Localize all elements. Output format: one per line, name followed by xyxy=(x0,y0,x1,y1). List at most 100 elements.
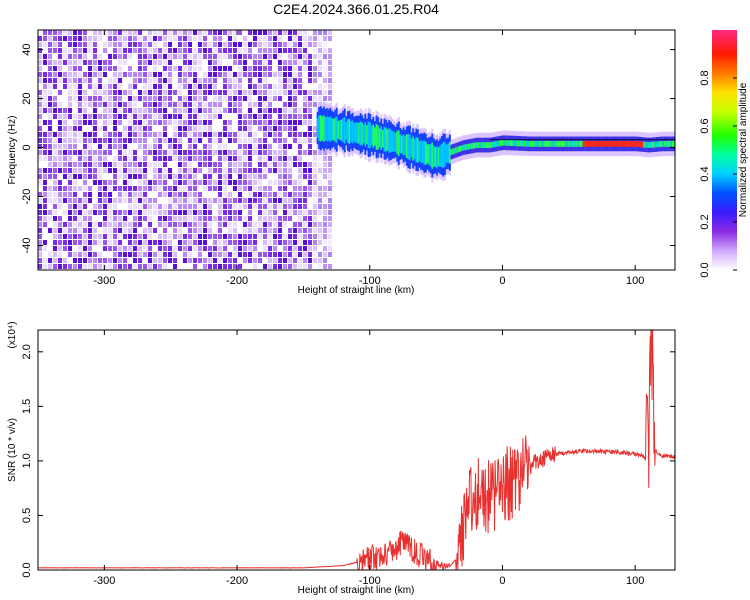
heatmap-noise-cell xyxy=(63,90,67,95)
heatmap-noise-cell xyxy=(318,222,322,227)
heatmap-noise-cell xyxy=(203,156,207,161)
heatmap-noise-cell xyxy=(183,150,187,155)
heatmap-noise-cell xyxy=(78,132,82,137)
heatmap-noise-cell xyxy=(218,114,222,119)
heatmap-noise-cell xyxy=(123,246,127,251)
heatmap-noise-cell xyxy=(48,132,52,137)
heatmap-noise-cell xyxy=(88,198,92,203)
heatmap-noise-cell xyxy=(58,54,62,59)
heatmap-noise-cell xyxy=(303,78,307,83)
heatmap-trace-core xyxy=(566,140,569,147)
heatmap-noise-cell xyxy=(313,120,317,125)
heatmap-trace-core xyxy=(638,141,641,148)
heatmap-noise-cell xyxy=(308,180,312,185)
heatmap-noise-cell xyxy=(163,258,167,263)
heatmap-noise-cell xyxy=(188,108,192,113)
heatmap-noise-cell xyxy=(108,204,112,209)
heatmap-trace-core xyxy=(327,117,330,141)
heatmap-noise-cell xyxy=(113,222,117,227)
heatmap-noise-cell xyxy=(208,144,212,149)
heatmap-noise-cell xyxy=(238,30,242,35)
heatmap-noise-cell xyxy=(318,264,322,269)
heatmap-noise-cell xyxy=(278,102,282,107)
heatmap-noise-cell xyxy=(123,66,127,71)
spectrogram-xlabel: Height of straight line (km) xyxy=(298,285,415,296)
heatmap-noise-cell xyxy=(228,60,232,65)
heatmap-noise-cell xyxy=(203,84,207,89)
heatmap-noise-cell xyxy=(143,198,147,203)
heatmap-noise-cell xyxy=(108,180,112,185)
heatmap-trace-core xyxy=(326,116,329,142)
heatmap-noise-cell xyxy=(108,234,112,239)
heatmap-noise-cell xyxy=(233,120,237,125)
heatmap-noise-cell xyxy=(113,126,117,131)
heatmap-noise-cell xyxy=(213,78,217,83)
heatmap-noise-cell xyxy=(168,186,172,191)
heatmap-noise-cell xyxy=(263,36,267,41)
heatmap-noise-cell xyxy=(248,192,252,197)
heatmap-noise-cell xyxy=(258,186,262,191)
heatmap-noise-cell xyxy=(108,156,112,161)
heatmap-noise-cell xyxy=(123,144,127,149)
heatmap-noise-cell xyxy=(78,138,82,143)
heatmap-noise-cell xyxy=(123,96,127,101)
heatmap-noise-cell xyxy=(263,192,267,197)
heatmap-noise-cell xyxy=(308,204,312,209)
heatmap-noise-cell xyxy=(273,252,277,257)
heatmap-noise-cell xyxy=(318,246,322,251)
heatmap-noise-cell xyxy=(128,78,132,83)
heatmap-noise-cell xyxy=(98,222,102,227)
heatmap-noise-cell xyxy=(268,174,272,179)
heatmap-noise-cell xyxy=(183,258,187,263)
heatmap-noise-cell xyxy=(223,78,227,83)
heatmap-noise-cell xyxy=(88,258,92,263)
heatmap-noise-cell xyxy=(168,126,172,131)
heatmap-noise-cell xyxy=(273,138,277,143)
heatmap-noise-cell xyxy=(93,132,97,137)
heatmap-noise-cell xyxy=(183,174,187,179)
heatmap-noise-cell xyxy=(158,30,162,35)
heatmap-noise-cell xyxy=(83,216,87,221)
heatmap-noise-cell xyxy=(148,180,152,185)
heatmap-noise-cell xyxy=(168,96,172,101)
heatmap-noise-cell xyxy=(163,66,167,71)
heatmap-noise-cell xyxy=(218,246,222,251)
heatmap-noise-cell xyxy=(173,132,177,137)
heatmap-noise-cell xyxy=(253,228,257,233)
heatmap-noise-cell xyxy=(148,36,152,41)
heatmap-noise-cell xyxy=(88,240,92,245)
heatmap-trace-core xyxy=(455,147,458,154)
heatmap-noise-cell xyxy=(183,54,187,59)
heatmap-noise-cell xyxy=(318,90,322,95)
heatmap-trace-core xyxy=(342,118,345,143)
heatmap-noise-cell xyxy=(153,42,157,47)
heatmap-noise-cell xyxy=(163,60,167,65)
heatmap-noise-cell xyxy=(58,78,62,83)
heatmap-noise-cell xyxy=(283,90,287,95)
heatmap-noise-cell xyxy=(298,78,302,83)
heatmap-noise-cell xyxy=(143,258,147,263)
heatmap-noise-cell xyxy=(188,174,192,179)
heatmap-noise-cell xyxy=(263,168,267,173)
heatmap-noise-cell xyxy=(63,162,67,167)
heatmap-noise-cell xyxy=(288,204,292,209)
heatmap-noise-cell xyxy=(88,162,92,167)
heatmap-trace-core xyxy=(356,122,359,144)
heatmap-noise-cell xyxy=(133,66,137,71)
heatmap-noise-cell xyxy=(133,264,137,269)
heatmap-trace-core xyxy=(321,116,324,141)
heatmap-noise-cell xyxy=(158,198,162,203)
heatmap-noise-cell xyxy=(323,72,327,77)
heatmap-noise-cell xyxy=(233,216,237,221)
heatmap-noise-cell xyxy=(328,204,332,209)
chart-title: C2E4.2024.366.01.25.R04 xyxy=(273,1,439,17)
heatmap-noise-cell xyxy=(43,246,47,251)
heatmap-noise-cell xyxy=(223,156,227,161)
heatmap-noise-cell xyxy=(163,198,167,203)
heatmap-noise-cell xyxy=(258,240,262,245)
heatmap-noise-cell xyxy=(293,150,297,155)
heatmap-noise-cell xyxy=(63,138,67,143)
heatmap-noise-cell xyxy=(108,54,112,59)
heatmap-noise-cell xyxy=(248,240,252,245)
heatmap-noise-cell xyxy=(93,198,97,203)
